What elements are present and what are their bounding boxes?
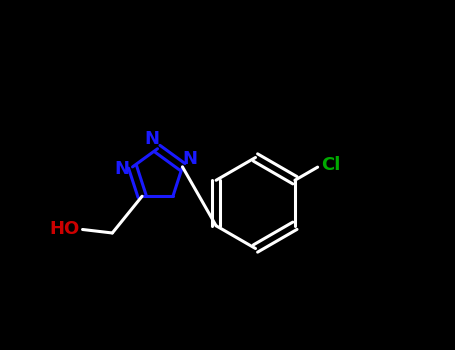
Text: N: N [182,150,197,168]
Text: Cl: Cl [321,156,340,174]
Text: HO: HO [50,220,80,238]
Text: N: N [145,130,160,148]
Text: N: N [115,160,130,178]
